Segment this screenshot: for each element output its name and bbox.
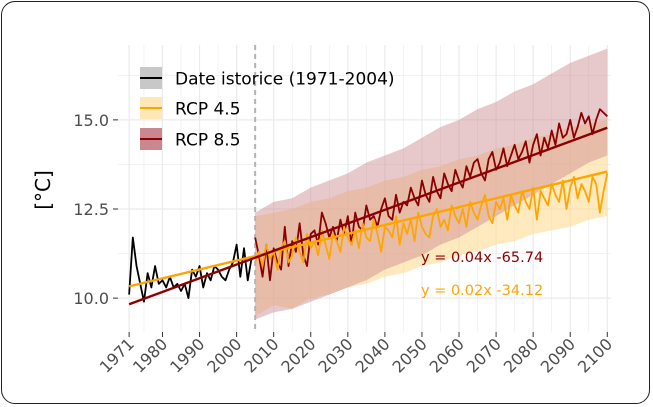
x-tick-label: 2060 [426,334,468,376]
x-tick-label: 1990 [166,334,208,376]
x-tick-label: 2100 [574,334,616,376]
x-axis-ticks: 1971198019902000201020202030204020502060… [96,332,616,377]
y-tick-label: 15.0 [73,111,109,130]
trend-lines [128,126,608,306]
x-tick-label: 1971 [96,334,138,376]
legend-label-historic: Date istorice (1971-2004) [175,70,395,90]
x-tick-label: 2020 [277,334,319,376]
x-tick-label: 2040 [351,334,393,376]
y-tick-label: 10.0 [73,289,109,308]
legend-label-rcp45: RCP 4.5 [175,100,241,120]
line-historic [128,236,253,303]
x-tick-label: 2000 [203,334,245,376]
y-tick-label: 12.5 [73,200,109,219]
band-rcp45 [255,119,608,316]
x-tick-label: 1980 [129,334,171,376]
equation-rcp85: y = 0.04x -65.74 [421,250,543,266]
y-axis-label: [°C] [31,170,55,210]
legend: Date istorice (1971-2004) RCP 4.5 RCP 8.… [140,67,395,151]
x-tick-label: 2030 [314,334,356,376]
x-tick-label: 2050 [389,334,431,376]
equation-rcp45: y = 0.02x -34.12 [421,283,543,299]
legend-label-rcp85: RCP 8.5 [175,131,241,151]
line-rcp85 [254,108,608,282]
x-tick-label: 2010 [240,334,282,376]
y-axis-ticks: 10.0 12.5 15.0 [73,111,118,308]
x-tick-label: 2090 [537,334,579,376]
trend-rcp45 [128,170,608,288]
trend-rcp85 [128,126,608,306]
x-tick-label: 2080 [500,334,542,376]
x-tick-label: 2070 [463,334,505,376]
